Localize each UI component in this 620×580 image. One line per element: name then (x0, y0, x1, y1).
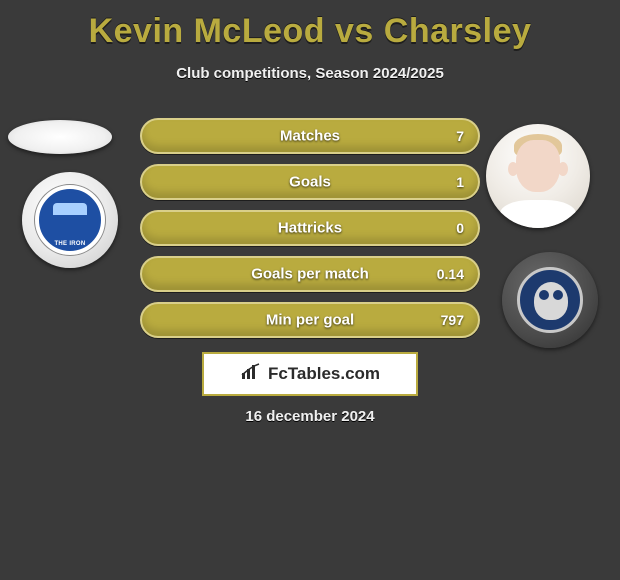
stat-right-value: 0 (456, 220, 464, 236)
player-left-avatar (8, 120, 112, 154)
brand-box: FcTables.com (202, 352, 418, 396)
stat-bar-hattricks: Hattricks 0 (140, 210, 480, 246)
player-right-avatar (486, 124, 590, 228)
stat-bars: Matches 7 Goals 1 Hattricks 0 Goals per … (140, 118, 480, 348)
stat-right-value: 7 (456, 128, 464, 144)
club-right-badge-inner (517, 267, 583, 333)
club-right-badge (502, 252, 598, 348)
brand-text: FcTables.com (268, 364, 380, 384)
club-left-badge-inner: THE IRON (35, 185, 105, 255)
stat-right-value: 797 (441, 312, 464, 328)
chart-icon (240, 363, 262, 386)
club-left-badge: THE IRON (22, 172, 118, 268)
stat-bar-min-per-goal: Min per goal 797 (140, 302, 480, 338)
stat-bar-matches: Matches 7 (140, 118, 480, 154)
stat-right-value: 0.14 (437, 266, 464, 282)
stat-label: Hattricks (142, 220, 478, 237)
subtitle: Club competitions, Season 2024/2025 (0, 65, 620, 82)
stat-label: Matches (142, 128, 478, 145)
club-left-motto: THE IRON (39, 241, 101, 247)
stat-bar-goals: Goals 1 (140, 164, 480, 200)
stat-right-value: 1 (456, 174, 464, 190)
stat-label: Min per goal (142, 312, 478, 329)
stat-label: Goals per match (142, 266, 478, 283)
stat-label: Goals (142, 174, 478, 191)
page-title: Kevin McLeod vs Charsley (0, 0, 620, 51)
stat-bar-goals-per-match: Goals per match 0.14 (140, 256, 480, 292)
date-text: 16 december 2024 (0, 408, 620, 425)
